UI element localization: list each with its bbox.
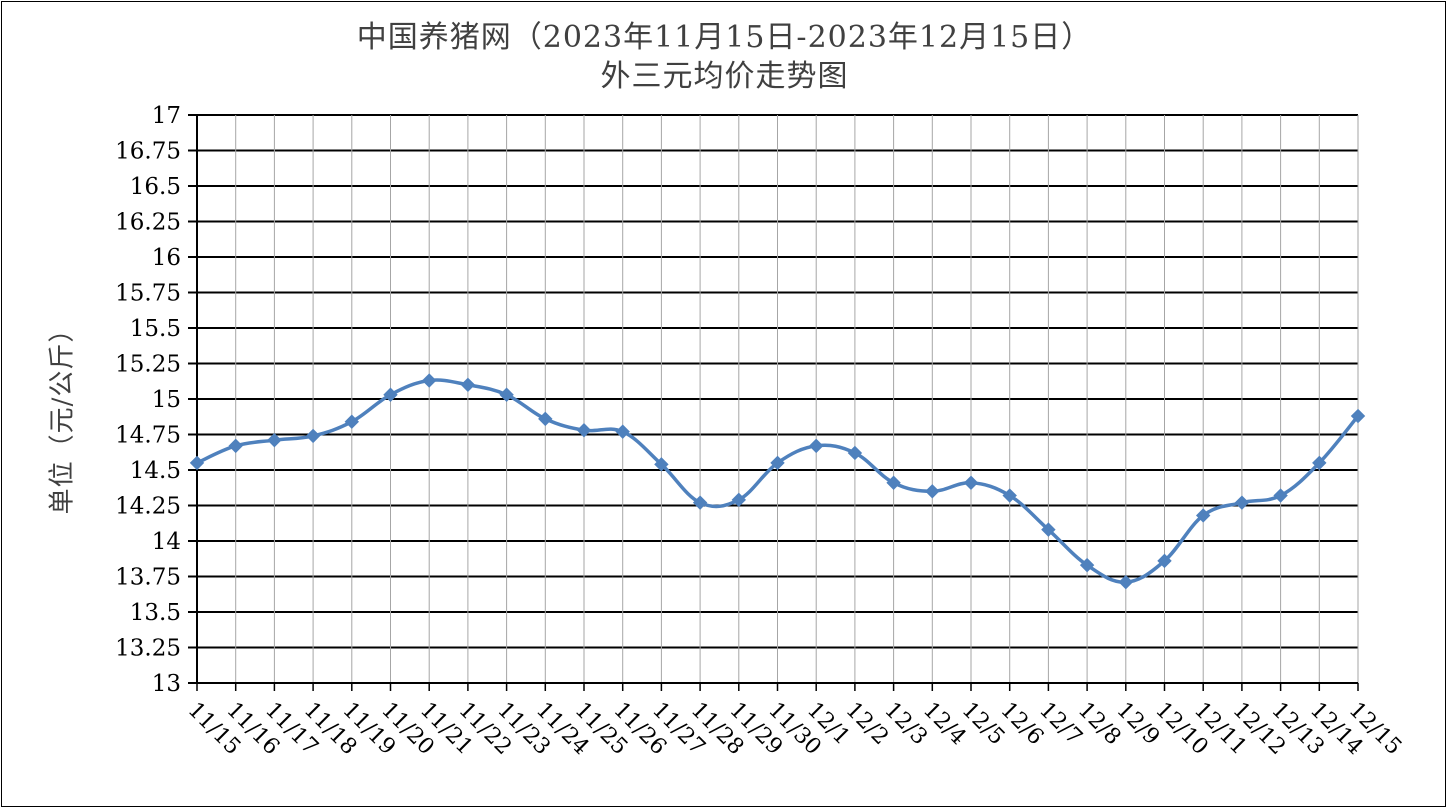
- data-point-marker: [808, 438, 824, 454]
- data-point-marker: [847, 445, 863, 461]
- data-point-marker: [421, 373, 437, 388]
- data-point-marker: [1234, 495, 1250, 510]
- y-tick-label: 13: [152, 671, 181, 697]
- data-point-marker: [305, 428, 321, 444]
- y-tick-label: 14.5: [130, 458, 181, 484]
- data-point-marker: [1079, 557, 1095, 573]
- data-point-marker: [1041, 522, 1056, 537]
- x-tick-label: 12/2: [841, 698, 894, 751]
- x-tick-label: 12/8: [1073, 698, 1126, 751]
- data-point-marker: [963, 475, 979, 490]
- y-tick-label: 13.25: [115, 636, 181, 662]
- x-tick-label: 12/4: [918, 698, 971, 751]
- y-tick-label: 14.25: [115, 494, 181, 520]
- data-point-marker: [1350, 408, 1366, 424]
- x-tick-label: 12/6: [995, 698, 1048, 751]
- data-point-marker: [460, 377, 476, 393]
- data-point-marker: [538, 411, 553, 427]
- x-tick-label: 12/3: [879, 698, 932, 751]
- y-tick-label: 15.5: [130, 316, 181, 342]
- x-tick-label: 12/9: [1112, 698, 1165, 751]
- data-point-marker: [1312, 455, 1327, 471]
- y-tick-label: 13.5: [130, 600, 181, 626]
- data-point-marker: [654, 457, 669, 472]
- data-point-marker: [499, 387, 514, 402]
- data-point-marker: [615, 424, 630, 439]
- data-point-marker: [228, 438, 243, 454]
- y-tick-label: 14: [152, 529, 181, 555]
- y-tick-label: 13.75: [115, 565, 181, 591]
- x-tick-label: 12/5: [957, 698, 1010, 751]
- y-tick-label: 17: [152, 103, 181, 129]
- data-point-marker: [692, 495, 708, 510]
- y-tick-label: 16.25: [115, 210, 181, 236]
- y-tick-label: 16: [152, 245, 181, 271]
- data-point-marker: [1157, 553, 1172, 569]
- data-point-marker: [344, 414, 360, 429]
- data-point-marker: [925, 484, 940, 499]
- y-tick-label: 15.75: [115, 281, 181, 307]
- y-tick-label: 16.75: [115, 139, 181, 165]
- data-point-marker: [1118, 574, 1134, 590]
- y-tick-label: 16.5: [130, 174, 181, 200]
- data-point-marker: [731, 492, 747, 508]
- data-point-marker: [189, 455, 205, 471]
- y-tick-label: 15: [152, 387, 181, 413]
- chart-title: 中国养猪网（2023年11月15日-2023年12月15日）: [356, 20, 1093, 55]
- data-point-marker: [1002, 488, 1017, 503]
- data-point-marker: [1273, 488, 1288, 503]
- y-tick-label: 14.75: [115, 423, 181, 449]
- data-point-marker: [267, 432, 282, 448]
- data-point-marker: [886, 475, 901, 490]
- x-tick-label: 12/7: [1034, 698, 1087, 751]
- data-point-marker: [576, 423, 592, 438]
- y-tick-label: 15.25: [115, 352, 181, 378]
- data-point-marker: [1195, 508, 1211, 523]
- chart-subtitle: 外三元均价走势图: [600, 59, 849, 94]
- data-point-marker: [383, 387, 398, 402]
- data-point-marker: [770, 455, 785, 471]
